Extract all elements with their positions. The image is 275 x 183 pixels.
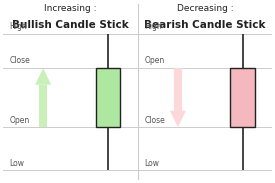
Text: Bearish Candle Stick: Bearish Candle Stick xyxy=(144,20,266,30)
Text: High: High xyxy=(9,23,27,31)
Bar xyxy=(96,68,120,127)
Text: Open: Open xyxy=(144,57,164,66)
Bar xyxy=(39,85,47,127)
Bar xyxy=(174,68,182,111)
Text: Decreasing :: Decreasing : xyxy=(177,4,233,13)
Text: High: High xyxy=(144,23,162,31)
Text: Close: Close xyxy=(144,116,165,125)
Text: Increasing :: Increasing : xyxy=(44,4,96,13)
Text: Low: Low xyxy=(9,159,24,168)
Polygon shape xyxy=(35,68,51,85)
Text: Close: Close xyxy=(9,57,30,66)
Text: Bullish Candle Stick: Bullish Candle Stick xyxy=(12,20,128,30)
Bar xyxy=(230,68,255,127)
Text: Low: Low xyxy=(144,159,159,168)
Polygon shape xyxy=(170,111,186,127)
Text: Open: Open xyxy=(9,116,30,125)
